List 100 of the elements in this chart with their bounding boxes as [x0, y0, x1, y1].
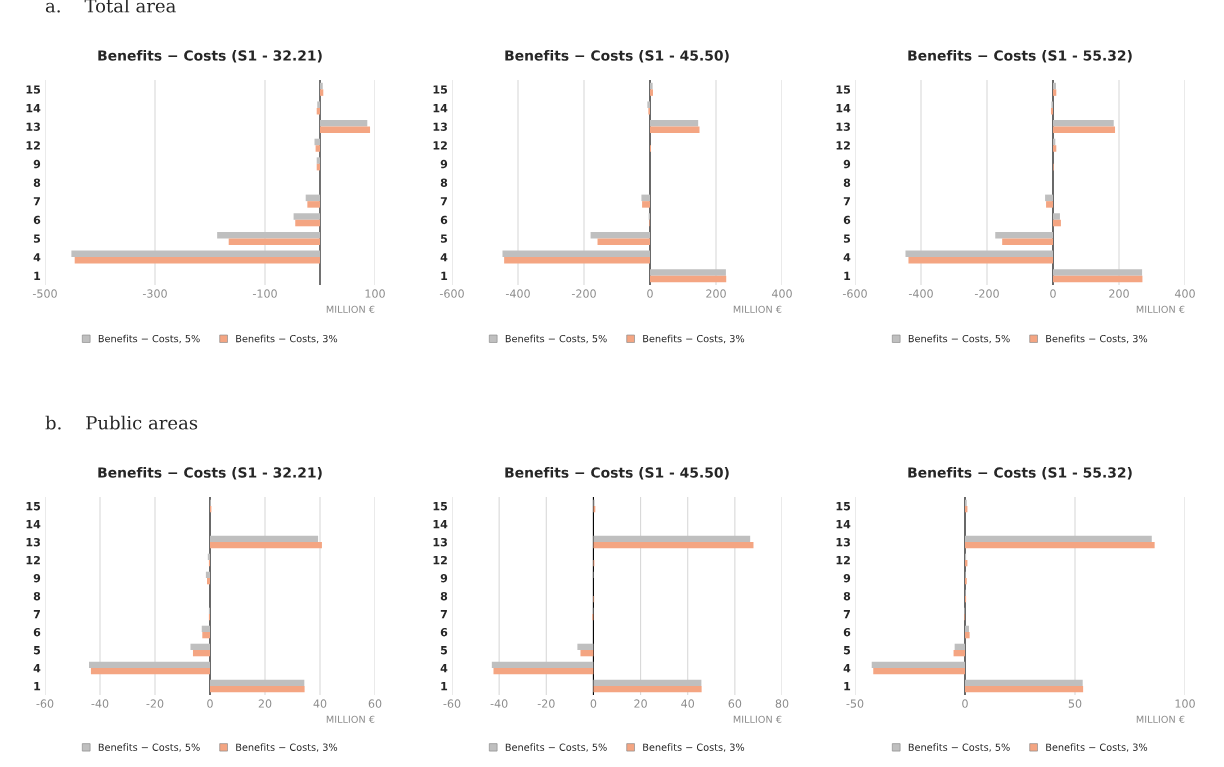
bar	[1046, 201, 1053, 208]
y-tick-label: 1	[441, 682, 448, 691]
bar	[320, 82, 323, 90]
x-tick-label: -600	[439, 289, 464, 298]
y-tick-label: 4	[33, 253, 41, 262]
y-tick-label: 6	[440, 215, 448, 225]
bar	[650, 120, 699, 127]
y-tick-label: 1	[34, 271, 41, 280]
bar	[502, 250, 650, 258]
bar	[965, 535, 1152, 542]
bar	[1053, 145, 1057, 152]
y-tick-label: 4	[843, 664, 851, 673]
x-tick-label: 40	[313, 699, 327, 708]
legend-label: Benefits − Costs, 5%	[505, 743, 607, 752]
x-tick-label: -400	[908, 289, 933, 298]
bar	[295, 219, 320, 227]
bar	[650, 82, 653, 90]
bar	[908, 257, 1053, 264]
y-tick-label: 15	[836, 85, 851, 94]
bar	[210, 535, 319, 542]
bar	[650, 275, 727, 283]
bar	[873, 668, 965, 675]
y-tick-label: 9	[33, 573, 41, 583]
bar	[1002, 238, 1053, 245]
y-tick-label: 5	[33, 646, 41, 655]
bar	[315, 145, 320, 152]
y-tick-label: 8	[440, 591, 448, 601]
legend-label: Benefits − Costs, 5%	[98, 743, 200, 752]
y-tick-label: 1	[441, 271, 448, 280]
y-tick-label: 13	[836, 122, 850, 131]
x-axis-title: MILLION €	[733, 715, 782, 723]
y-tick-label: 13	[26, 537, 40, 547]
x-tick-label: 200	[1109, 289, 1129, 298]
y-tick-label: 14	[836, 104, 851, 113]
y-tick-label: 8	[33, 591, 41, 601]
x-tick-label: 60	[368, 699, 382, 708]
bar	[293, 213, 320, 220]
bar	[320, 120, 368, 127]
y-tick-label: 7	[33, 610, 40, 619]
bar	[593, 535, 751, 542]
x-tick-label: 60	[728, 699, 742, 708]
x-tick-label: 400	[771, 289, 792, 298]
bar	[593, 679, 702, 686]
text: b. Public areas	[45, 415, 198, 430]
bar	[590, 231, 650, 239]
y-tick-label: 14	[433, 520, 448, 529]
bar	[965, 679, 1083, 686]
y-tick-label: 13	[433, 537, 447, 547]
y-tick-label: 8	[440, 178, 448, 187]
bar	[74, 257, 320, 264]
y-tick-label: 7	[440, 610, 447, 619]
bar	[1053, 219, 1061, 227]
legend-label: Benefits − Costs, 5%	[908, 743, 1010, 752]
x-tick-label: -40	[91, 699, 109, 708]
x-tick-label: 200	[706, 289, 726, 298]
bar	[650, 126, 700, 134]
bar	[1053, 89, 1057, 96]
bar	[305, 194, 320, 202]
bar	[206, 578, 210, 585]
y-tick-label: 6	[843, 627, 851, 637]
x-tick-label: 40	[681, 699, 695, 708]
y-tick-label: 4	[440, 253, 448, 262]
x-axis-title: MILLION €	[326, 305, 375, 313]
y-tick-label: 12	[26, 141, 40, 150]
x-tick-label: -20	[146, 699, 164, 708]
y-tick-label: 5	[843, 234, 851, 243]
y-tick-label: 12	[26, 555, 40, 565]
x-tick-label: -50	[846, 699, 864, 708]
y-tick-label: 15	[433, 85, 448, 94]
y-tick-label: 14	[433, 104, 448, 113]
bar	[593, 686, 702, 693]
bar	[320, 126, 371, 134]
y-tick-label: 8	[843, 178, 851, 187]
bar	[210, 542, 322, 549]
y-tick-label: 9	[843, 159, 851, 169]
y-tick-label: 8	[33, 178, 41, 187]
y-tick-label: 12	[433, 555, 447, 565]
bar	[504, 257, 650, 264]
bar	[201, 625, 210, 632]
bar	[493, 668, 594, 675]
x-tick-label: 0	[590, 699, 597, 708]
y-tick-label: 12	[433, 141, 447, 150]
x-tick-label: -500	[32, 289, 57, 298]
bar	[192, 650, 210, 657]
legend-label: Benefits − Costs, 5%	[908, 334, 1010, 344]
x-axis-title: MILLION €	[326, 715, 375, 723]
bar	[190, 643, 210, 650]
x-axis-title: MILLION €	[1136, 305, 1185, 313]
y-tick-label: 5	[33, 234, 41, 243]
x-axis-title: MILLION €	[1136, 715, 1185, 723]
legend-label: Benefits − Costs, 5%	[98, 334, 200, 344]
y-tick-label: 15	[433, 502, 448, 511]
y-tick-label: 1	[34, 682, 41, 691]
y-tick-label: 1	[844, 271, 851, 280]
x-tick-label: 0	[1050, 289, 1056, 298]
y-tick-label: 12	[836, 555, 850, 565]
bar	[1045, 194, 1053, 202]
x-tick-label: -60	[36, 699, 54, 708]
x-tick-label: 0	[647, 289, 653, 298]
x-tick-label: 400	[1174, 289, 1195, 298]
